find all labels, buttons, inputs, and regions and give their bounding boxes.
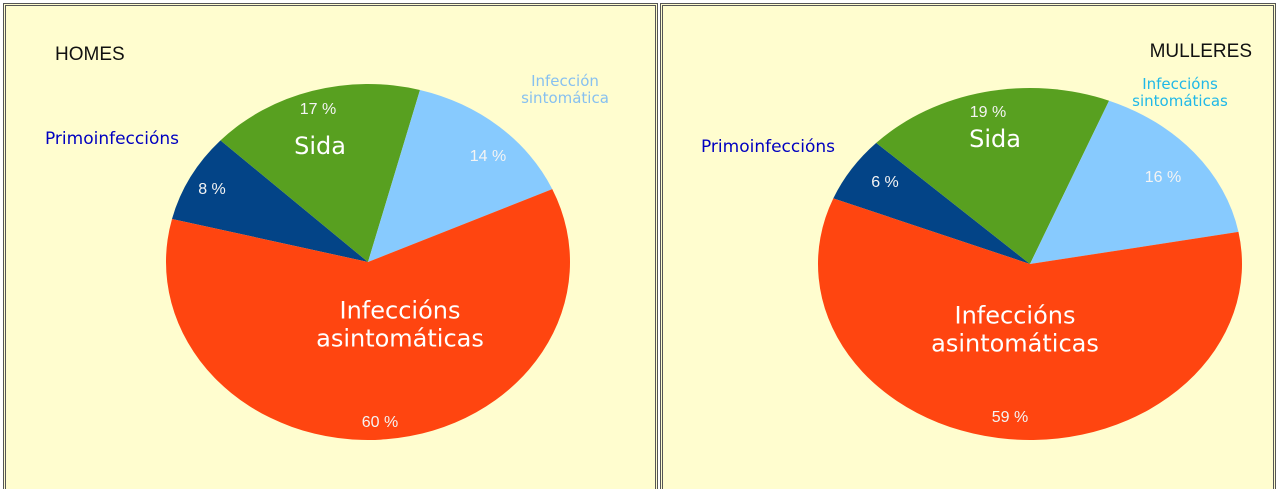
value-label: 14 % bbox=[469, 147, 507, 165]
pie-slice bbox=[368, 89, 553, 262]
slice-name: Sida bbox=[969, 125, 1021, 154]
pie-slice bbox=[818, 198, 1242, 440]
chart-title: HOMES bbox=[55, 44, 125, 66]
slice-name: Infeccións asintomáticas bbox=[931, 301, 1099, 357]
slice-name: Infección sintomática bbox=[521, 71, 609, 107]
value-label: 6 % bbox=[871, 173, 899, 191]
chart-title: MULLERES bbox=[1149, 41, 1252, 63]
pie-slice bbox=[876, 88, 1110, 264]
pie-slice bbox=[220, 84, 420, 263]
pie-slice bbox=[1030, 100, 1239, 264]
value-label: 8 % bbox=[198, 180, 226, 198]
pie-slice bbox=[172, 140, 368, 262]
value-label: 60 % bbox=[361, 413, 399, 431]
value-label: 17 % bbox=[299, 100, 337, 118]
value-label: 19 % bbox=[969, 103, 1007, 121]
slice-name: Primoinfeccións bbox=[44, 129, 180, 150]
slice-name: Sida bbox=[294, 132, 346, 161]
pie-slice bbox=[166, 189, 570, 440]
slice-name: Primoinfeccións bbox=[700, 137, 836, 158]
value-label: 59 % bbox=[991, 408, 1029, 426]
value-label: 16 % bbox=[1144, 168, 1182, 186]
slice-name: Infeccións sintomáticas bbox=[1132, 74, 1228, 110]
pie-slice bbox=[833, 142, 1030, 264]
slice-name: Infeccións asintomáticas bbox=[316, 296, 484, 352]
